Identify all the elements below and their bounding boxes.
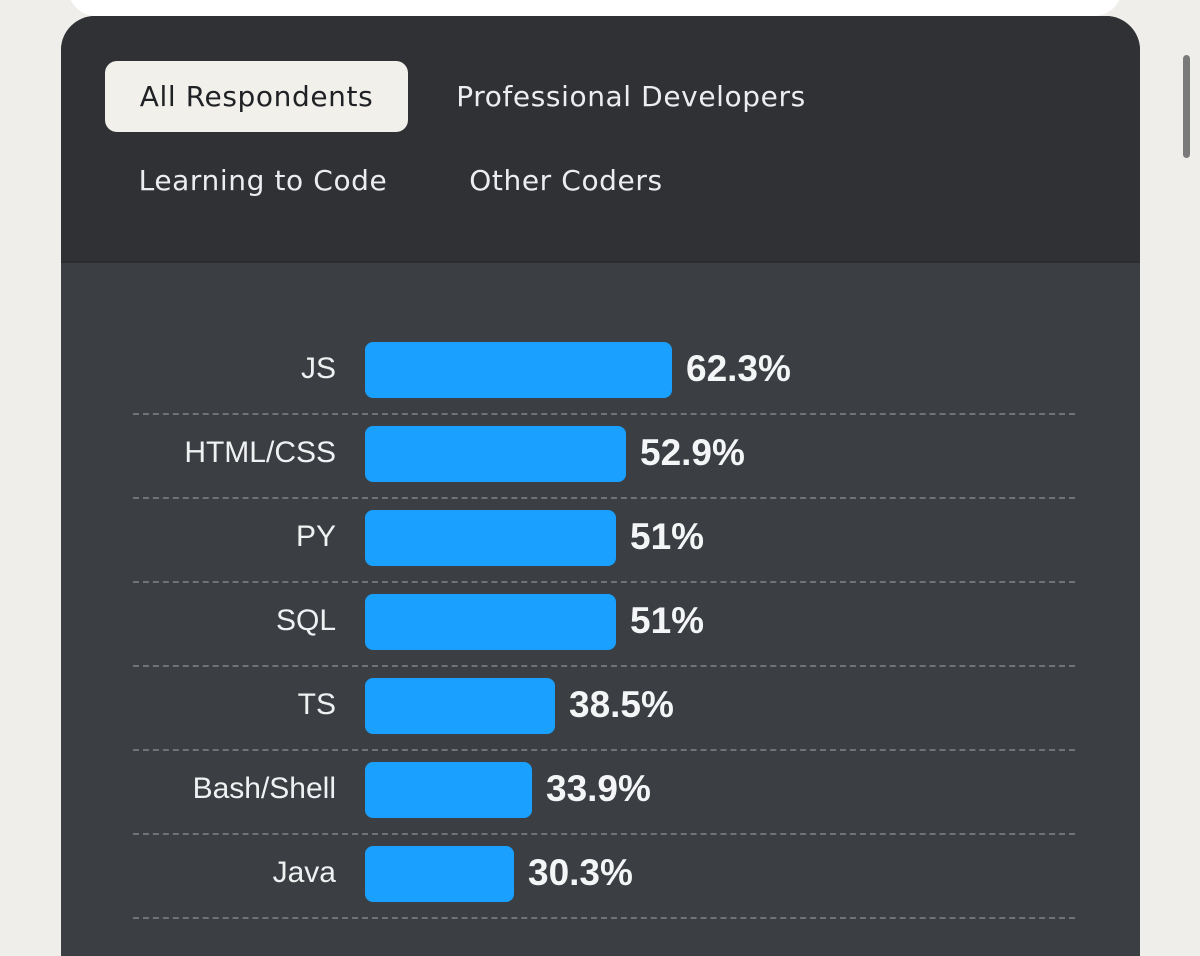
value-label: 62.3% [686, 348, 791, 389]
value-label: 33.9% [546, 768, 651, 809]
value-label: 51% [630, 600, 705, 641]
language-usage-chart: JS 62.3% HTML/CSS 52.9% PY 51% SQL 51% TS 38.5% Ba… [61, 16, 1140, 956]
bar [365, 594, 616, 650]
category-label: TS [297, 688, 336, 721]
tab-other-coders[interactable]: Other Coders [469, 164, 663, 197]
row-divider [133, 833, 1075, 835]
tab-learning-to-code[interactable]: Learning to Code [138, 164, 388, 197]
bar [365, 846, 514, 902]
scrollbar-thumb[interactable] [1183, 55, 1190, 158]
row-divider [133, 413, 1075, 415]
bar [365, 426, 626, 482]
respondent-tabs: All Respondents Professional Developers … [61, 16, 1140, 263]
bar [365, 510, 616, 566]
category-label: SQL [275, 604, 336, 637]
value-label: 30.3% [528, 852, 633, 893]
tab-all-respondents[interactable]: All Respondents [105, 61, 408, 132]
category-label: Bash/Shell [192, 772, 336, 805]
category-label: PY [295, 520, 336, 553]
value-label: 38.5% [569, 684, 674, 725]
row-divider [133, 917, 1075, 919]
value-label: 52.9% [640, 432, 745, 473]
category-label: Java [272, 856, 336, 889]
bar [365, 762, 532, 818]
row-divider [133, 581, 1075, 583]
value-label: 51% [630, 516, 705, 557]
category-label: HTML/CSS [184, 436, 336, 469]
category-label: JS [300, 352, 336, 385]
row-divider [133, 749, 1075, 751]
bar [365, 678, 555, 734]
tab-professional-developers[interactable]: Professional Developers [456, 80, 806, 113]
previous-card [68, 0, 1122, 16]
scrollbar[interactable] [1179, 55, 1193, 165]
bar [365, 342, 672, 398]
survey-results-panel: All Respondents Professional Developers … [61, 16, 1140, 956]
row-divider [133, 665, 1075, 667]
row-divider [133, 497, 1075, 499]
